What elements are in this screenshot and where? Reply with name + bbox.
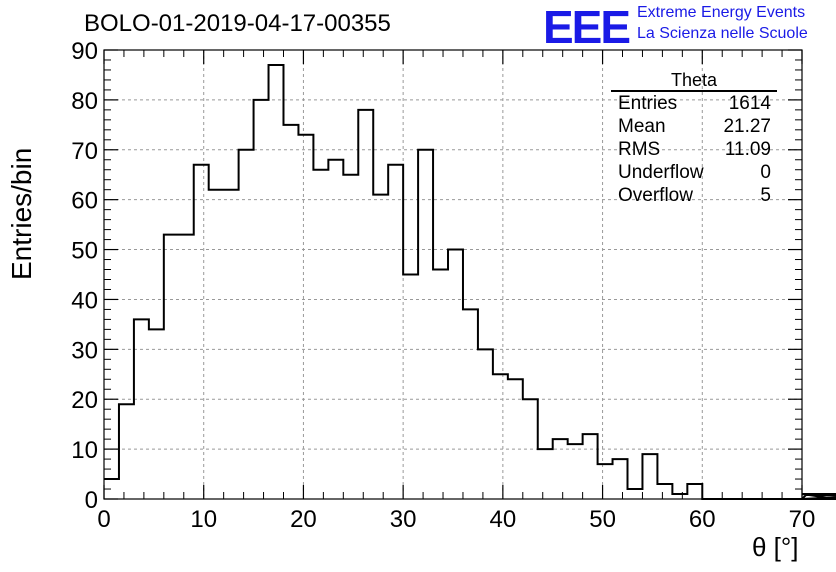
x-axis-label: θ [°] xyxy=(752,532,799,562)
x-tick-label: 0 xyxy=(97,506,110,533)
plot-frame xyxy=(103,49,803,500)
histogram-series xyxy=(104,63,836,500)
stats-value: 11.09 xyxy=(724,139,771,160)
stats-row-entries: Entries 1614 xyxy=(611,92,777,115)
stats-row-overflow: Overflow 5 xyxy=(611,184,777,207)
stats-box: Theta Entries 1614 Mean 21.27 RMS 11.09 … xyxy=(611,70,777,207)
y-tick-label: 90 xyxy=(71,38,98,65)
y-tick-label: 10 xyxy=(71,437,98,464)
stats-label: Mean xyxy=(618,116,666,137)
x-tick-label: 40 xyxy=(490,506,517,533)
stats-row-mean: Mean 21.27 xyxy=(611,115,777,138)
y-tick-label: 50 xyxy=(71,238,98,265)
stats-value: 5 xyxy=(760,185,771,206)
x-tick-label: 30 xyxy=(390,506,417,533)
y-tick-label: 30 xyxy=(71,337,98,364)
stats-row-rms: RMS 11.09 xyxy=(611,138,777,161)
x-tick-label: 20 xyxy=(290,506,317,533)
stats-label: Overflow xyxy=(618,185,693,206)
y-tick-label: 80 xyxy=(71,88,98,115)
stats-value: 21.27 xyxy=(723,116,771,137)
y-axis-label: Entries/bin xyxy=(6,147,37,280)
axis-ticks xyxy=(103,49,803,500)
stats-value: 1614 xyxy=(728,93,771,114)
x-tick-label: 10 xyxy=(190,506,217,533)
y-tick-label: 0 xyxy=(85,487,98,514)
stats-label: Underflow xyxy=(618,162,704,183)
grid-lines xyxy=(104,50,802,499)
stats-label: RMS xyxy=(618,139,661,160)
x-tick-label: 70 xyxy=(789,506,816,533)
y-tick-label: 70 xyxy=(71,138,98,165)
logo-subtitle-1: Extreme Energy Events xyxy=(637,4,806,21)
y-tick-label: 60 xyxy=(71,188,98,215)
eee-logo: EEE xyxy=(543,1,631,53)
logo-subtitle-2: La Scienza nelle Scuole xyxy=(637,25,808,42)
y-tick-label: 20 xyxy=(71,387,98,414)
y-tick-label: 40 xyxy=(71,287,98,314)
stats-value: 0 xyxy=(760,162,771,183)
x-tick-label: 60 xyxy=(689,506,716,533)
stats-title: Theta xyxy=(611,70,777,92)
x-tick-label: 50 xyxy=(589,506,616,533)
chart-title: BOLO-01-2019-04-17-00355 xyxy=(84,10,391,37)
stats-label: Entries xyxy=(618,93,678,114)
stats-row-underflow: Underflow 0 xyxy=(611,161,777,184)
